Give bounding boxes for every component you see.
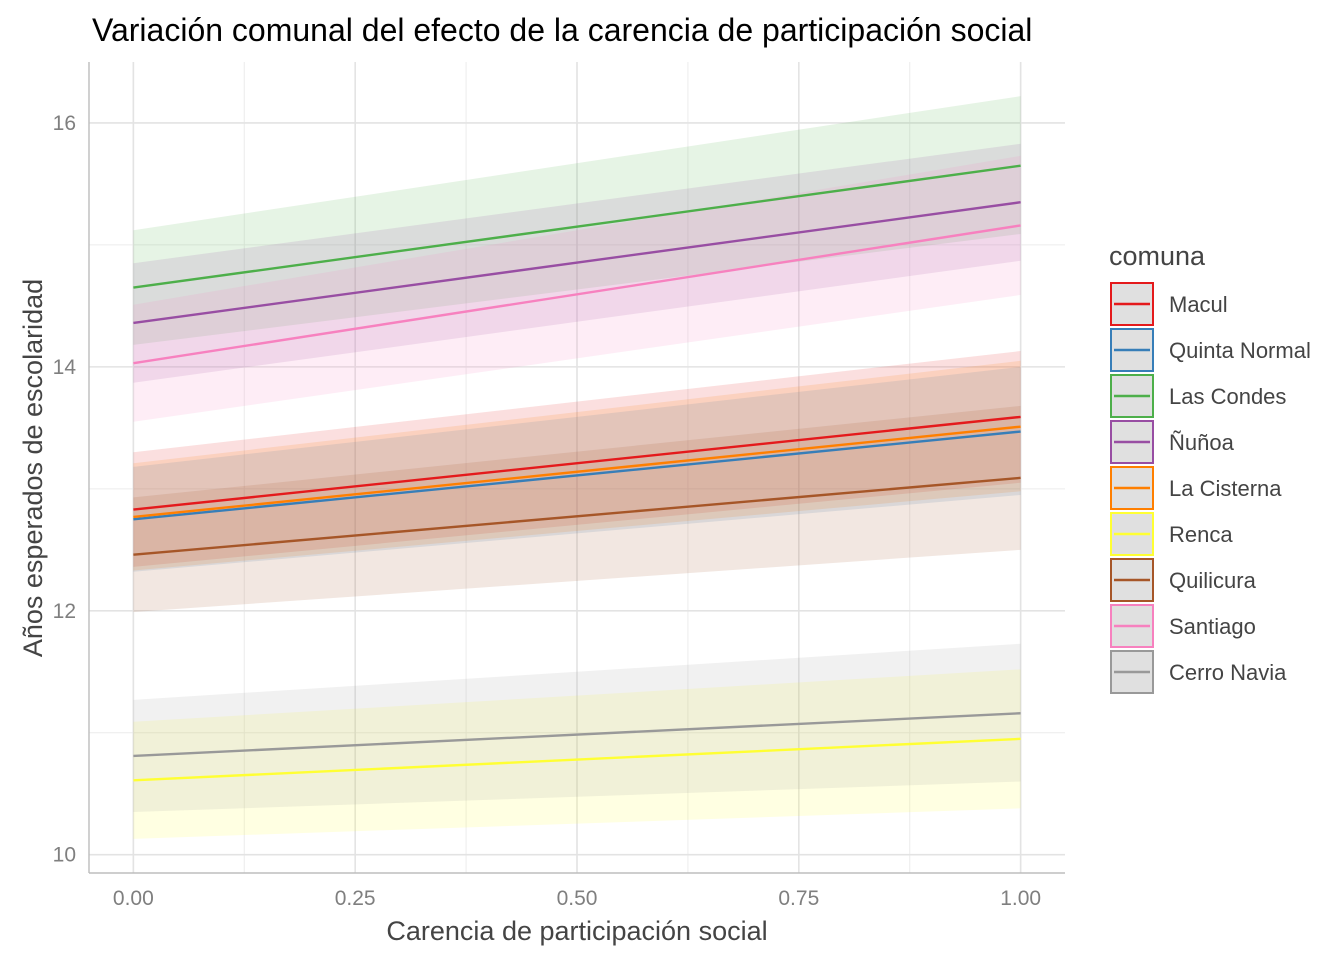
legend-label-renca: Renca: [1169, 522, 1233, 547]
confidence-bands: [133, 96, 1021, 839]
x-tick-label: 0.75: [778, 887, 819, 910]
legend-label-santiago: Santiago: [1169, 614, 1256, 639]
legend-label-macul: Macul: [1169, 292, 1228, 317]
series-lines: [133, 164, 1021, 782]
legend-label-la-cisterna: La Cisterna: [1169, 476, 1282, 501]
legend-item-la-cisterna: La Cisterna: [1110, 466, 1282, 510]
line-quilicura: [133, 476, 1021, 556]
legend-item-santiago: Santiago: [1110, 604, 1256, 648]
band-quilicura: [133, 405, 1021, 613]
y-tick-labels: 10 12 14 16: [53, 112, 77, 867]
band-la-cisterna: [133, 360, 1021, 571]
line-renca: [133, 737, 1021, 782]
x-tick-label: 1.00: [1000, 887, 1041, 910]
legend-item-quinta-normal: Quinta Normal: [1110, 328, 1311, 372]
legend-item-renca: Renca: [1110, 512, 1233, 556]
x-tick-labels: 0.00 0.25 0.50 0.75 1.00: [113, 887, 1041, 910]
band-macul: [133, 351, 1021, 567]
y-tick-label: 10: [53, 844, 76, 867]
x-tick-label: 0.50: [557, 887, 598, 910]
line-santiago: [133, 224, 1021, 365]
legend-item-quilicura: Quilicura: [1110, 558, 1257, 602]
band-santiago: [133, 155, 1021, 422]
band-quinta-normal: [133, 366, 1021, 572]
legend-item-macul: Macul: [1110, 282, 1228, 326]
line-las-condes: [133, 164, 1021, 289]
band-las-condes: [133, 96, 1021, 345]
legend-title: comuna: [1109, 241, 1206, 271]
legend-label-quilicura: Quilicura: [1169, 568, 1257, 593]
chart-title: Variación comunal del efecto de la caren…: [92, 12, 1032, 48]
y-tick-label: 16: [53, 112, 76, 135]
x-tick-label: 0.25: [335, 887, 376, 910]
legend-label-las-condes: Las Condes: [1169, 384, 1286, 409]
line-quinta-normal: [133, 430, 1021, 521]
band-renca: [133, 669, 1021, 839]
x-tick-label: 0.00: [113, 887, 154, 910]
axis-lines: [88, 62, 1065, 874]
y-tick-label: 14: [53, 356, 77, 379]
line-nunoa: [133, 201, 1021, 325]
line-macul: [133, 415, 1021, 511]
line-cerro-navia: [133, 712, 1021, 758]
legend: comuna Macul Quinta Normal Las Condes Ñuñoa…: [1109, 241, 1311, 694]
y-tick-label: 12: [53, 600, 76, 623]
line-la-cisterna: [133, 425, 1021, 519]
legend-item-cerro-navia: Cerro Navia: [1110, 650, 1287, 694]
legend-label-cerro-navia: Cerro Navia: [1169, 660, 1287, 685]
legend-item-las-condes: Las Condes: [1110, 374, 1286, 418]
y-axis-title: Años esperados de escolaridad: [18, 279, 48, 657]
x-axis-title: Carencia de participación social: [386, 916, 767, 946]
legend-item-nunoa: Ñuñoa: [1110, 420, 1235, 464]
legend-label-nunoa: Ñuñoa: [1169, 430, 1235, 455]
legend-label-quinta-normal: Quinta Normal: [1169, 338, 1311, 363]
